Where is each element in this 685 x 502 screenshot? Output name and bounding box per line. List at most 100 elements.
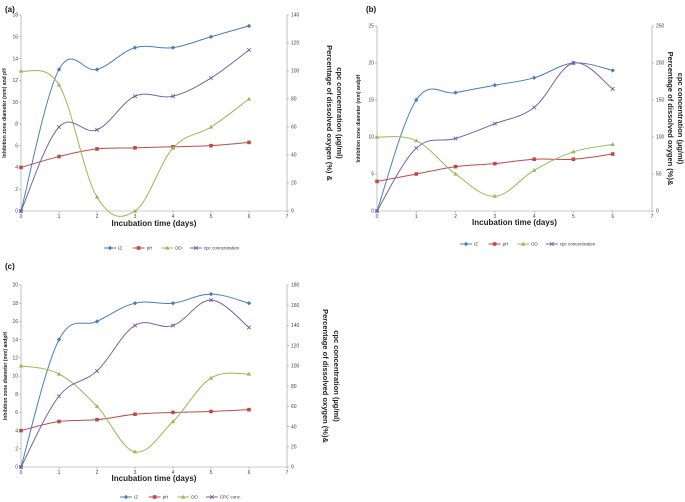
x-tick-label: 6 <box>248 470 251 476</box>
series-do <box>18 363 252 454</box>
y-right-tick-label: 180 <box>291 283 300 289</box>
y-left-tick-label: 15 <box>368 98 374 104</box>
y-left-tick-label: 2 <box>15 187 18 193</box>
y-right-tick-label: 0 <box>656 209 659 215</box>
y-right-tick-label: 0 <box>291 209 294 215</box>
data-point-ph <box>57 419 61 424</box>
data-point-ph <box>19 165 23 170</box>
x-tick-label: 4 <box>533 214 536 220</box>
y-right-tick-label: 40 <box>291 153 297 159</box>
y-right-tick-label: 100 <box>291 364 300 370</box>
data-point-do <box>56 371 62 376</box>
y-right-tick-label: 20 <box>291 181 297 187</box>
y-right-tick-label: 200 <box>656 61 665 67</box>
legend: IZ pH DO cpc concentration <box>104 246 240 251</box>
y-right-tick-label: 20 <box>291 444 297 450</box>
data-point-iz <box>56 67 62 72</box>
x-tick-label: 5 <box>572 214 575 220</box>
data-point-ph <box>453 164 458 169</box>
series-ph <box>19 407 251 433</box>
data-point-iz <box>246 301 252 306</box>
data-point-iz <box>208 34 214 39</box>
data-point-ph <box>133 412 137 417</box>
y-right-axis-title-line1: Percentage of dissolved oxygen (%) & <box>325 45 334 181</box>
data-point-ph <box>171 410 175 415</box>
series-line-iz <box>20 25 250 212</box>
y-left-axis-title: Inhibition zone diameter (mm) andpH <box>3 332 9 420</box>
data-point-ph <box>375 179 379 184</box>
data-point-iz <box>246 23 252 29</box>
x-axis-title: Incubation time (days) <box>112 219 197 228</box>
data-point-do <box>208 124 214 129</box>
x-tick-label: 4 <box>172 470 175 476</box>
y-left-tick-label: 16 <box>12 34 18 40</box>
data-point-iz <box>132 45 138 50</box>
data-point-ph <box>95 417 99 422</box>
y-right-tick-label: 80 <box>291 97 297 103</box>
series-line-ph <box>376 153 613 182</box>
y-right-tick-label: 100 <box>291 69 300 75</box>
legend-marker-cpc <box>209 494 214 500</box>
series-line-do <box>20 365 250 453</box>
data-point-cpc <box>208 75 214 81</box>
y-left-tick-label: 16 <box>12 319 18 325</box>
data-point-ph <box>247 140 251 145</box>
series-do <box>18 68 252 217</box>
legend: IZ pH DO cpc concentration <box>460 242 596 247</box>
y-left-tick-label: 14 <box>12 337 18 343</box>
series-line-cpc <box>20 49 250 212</box>
legend-marker-do <box>165 245 170 250</box>
data-point-cpc <box>571 60 576 66</box>
y-left-tick-label: 10 <box>12 100 18 106</box>
data-point-cpc <box>414 145 419 151</box>
x-tick-label: 1 <box>58 470 61 476</box>
chart-panel-2: (b)0 1 2 3 4 5 6 70510152025050100150200250Incu… <box>356 5 685 247</box>
legend-label-cpc: cpc concentration <box>560 242 596 247</box>
y-right-tick-label: 140 <box>291 323 300 329</box>
legend-label-do: DO <box>191 495 198 500</box>
data-point-do <box>94 194 100 199</box>
data-point-do <box>132 208 138 213</box>
series-iz <box>18 291 252 470</box>
legend-label-iz: IZ <box>474 242 478 247</box>
legend: IZ pH DO CPC conc. <box>120 495 241 500</box>
y-left-tick-label: 10 <box>368 135 374 141</box>
y-left-tick-label: 12 <box>12 356 18 362</box>
x-tick-label: 3 <box>134 470 137 476</box>
data-point-ph <box>493 161 497 166</box>
legend-label-ph: pH <box>503 242 509 247</box>
data-point-cpc <box>246 325 252 330</box>
data-point-do <box>453 171 458 176</box>
x-axis-title: Incubation time (days) <box>112 474 197 483</box>
y-left-tick-label: 18 <box>12 301 18 307</box>
data-point-do <box>246 96 252 101</box>
data-point-do <box>414 138 419 143</box>
y-right-axis-title-line1: Percentage of dissolved oxygen (%)& <box>666 52 675 186</box>
series-iz <box>18 23 252 214</box>
data-point-do <box>18 68 24 73</box>
data-point-ph <box>414 172 419 176</box>
data-point-cpc <box>453 136 458 141</box>
legend-label-cpc: CPC conc. <box>220 495 242 500</box>
data-point-cpc <box>374 208 380 214</box>
data-point-cpc <box>18 464 24 470</box>
legend-label-ph: pH <box>163 495 169 500</box>
x-tick-label: 0 <box>20 214 23 220</box>
data-point-iz <box>94 319 100 324</box>
series-line-do <box>20 69 250 217</box>
series-line-iz <box>20 293 250 468</box>
x-tick-label: 6 <box>611 214 614 220</box>
data-point-cpc <box>94 368 100 374</box>
legend-marker-ph <box>136 246 141 250</box>
x-axis-title: Incubation time (days) <box>472 218 557 227</box>
y-right-tick-label: 120 <box>291 343 300 349</box>
data-point-ph <box>209 409 213 414</box>
data-point-cpc <box>56 124 62 130</box>
x-tick-label: 1 <box>415 214 418 220</box>
data-point-do <box>56 82 62 87</box>
y-left-tick-label: 0 <box>15 465 18 471</box>
panel-label: (a) <box>5 5 15 14</box>
y-left-tick-label: 25 <box>368 24 374 30</box>
legend-marker-ph <box>152 495 157 499</box>
data-point-ph <box>247 407 251 412</box>
